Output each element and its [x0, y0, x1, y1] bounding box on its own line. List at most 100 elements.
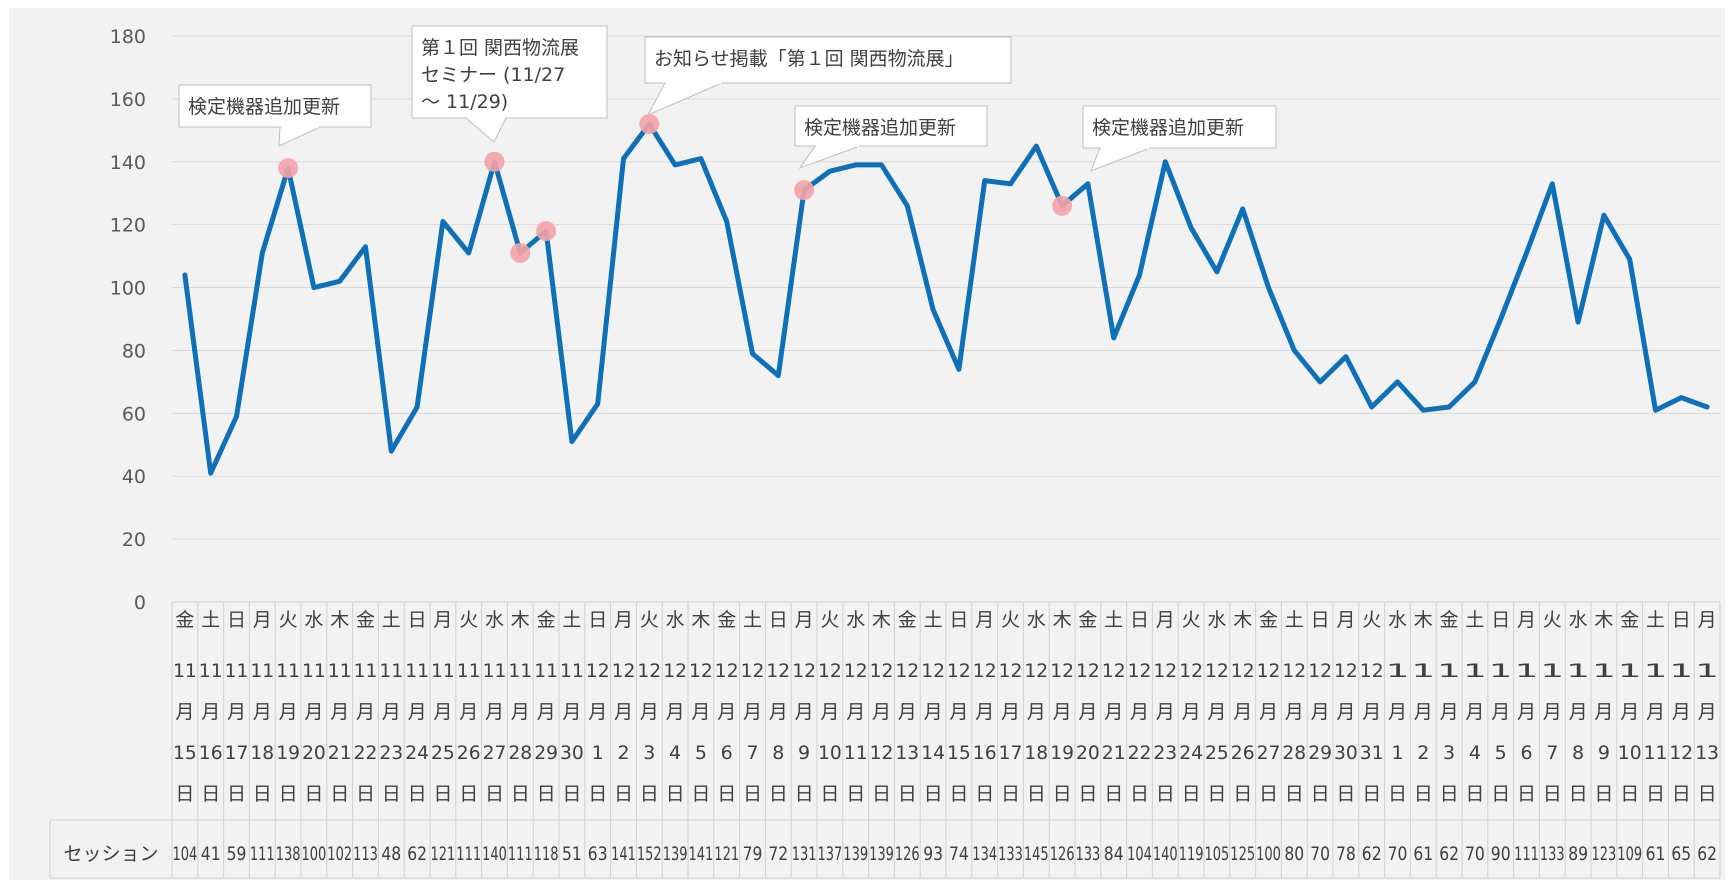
weekday-label: 火 — [279, 609, 298, 631]
day-suffix: 日 — [1646, 783, 1665, 805]
session-value: 90 — [1491, 843, 1511, 865]
day-label: 31 — [1360, 742, 1384, 764]
session-value: 139 — [869, 843, 894, 865]
day-suffix: 日 — [846, 783, 865, 805]
day-label: 16 — [973, 742, 997, 764]
callout-text: ～ 11/29) — [421, 91, 508, 113]
session-value: 105 — [1205, 843, 1230, 865]
day-label: 7 — [746, 742, 758, 764]
weekday-label: 月 — [1698, 609, 1717, 631]
day-label: 13 — [895, 742, 919, 764]
month-label: 12 — [999, 660, 1023, 682]
session-value: 102 — [327, 843, 352, 865]
session-value: 140 — [482, 843, 507, 865]
session-value: 118 — [534, 843, 559, 865]
month-suffix: 月 — [562, 701, 581, 723]
y-tick-label: 100 — [110, 278, 146, 300]
session-value: 152 — [637, 843, 662, 865]
day-label: 18 — [1024, 742, 1048, 764]
day-suffix: 日 — [1311, 783, 1330, 805]
session-value: 133 — [1540, 843, 1565, 865]
session-value: 51 — [562, 843, 582, 865]
month-label: 1 — [1386, 660, 1410, 682]
session-value: 133 — [1076, 843, 1101, 865]
month-suffix: 月 — [201, 701, 220, 723]
month-label: 11 — [534, 660, 558, 682]
day-label: 7 — [1546, 742, 1558, 764]
month-label: 12 — [947, 660, 971, 682]
day-suffix: 日 — [485, 783, 504, 805]
weekday-label: 月 — [1517, 609, 1536, 631]
month-label: 11 — [250, 660, 274, 682]
day-label: 22 — [354, 742, 378, 764]
month-suffix: 月 — [1620, 701, 1639, 723]
day-label: 10 — [1618, 742, 1642, 764]
session-value: 141 — [611, 843, 636, 865]
month-label: 12 — [1257, 660, 1281, 682]
day-suffix: 日 — [1053, 783, 1072, 805]
session-value: 65 — [1671, 843, 1691, 865]
y-tick-label: 160 — [110, 89, 146, 111]
day-suffix: 日 — [666, 783, 685, 805]
day-suffix: 日 — [1491, 783, 1510, 805]
session-value: 137 — [818, 843, 843, 865]
month-suffix: 月 — [1388, 701, 1407, 723]
weekday-label: 金 — [1259, 609, 1278, 631]
day-suffix: 日 — [588, 783, 607, 805]
session-line — [182, 121, 1710, 476]
session-value: 84 — [1104, 843, 1124, 865]
day-label: 25 — [1205, 742, 1229, 764]
day-suffix: 日 — [1517, 783, 1536, 805]
day-label: 9 — [798, 742, 810, 764]
weekday-label: 土 — [201, 609, 220, 631]
session-value: 119 — [1179, 843, 1204, 865]
month-suffix: 月 — [175, 701, 194, 723]
session-value: 140 — [1153, 843, 1178, 865]
month-label: 12 — [921, 660, 945, 682]
month-suffix: 月 — [279, 701, 298, 723]
session-value: 89 — [1568, 843, 1588, 865]
highlight-point — [794, 180, 815, 201]
day-suffix: 日 — [743, 783, 762, 805]
day-label: 6 — [721, 742, 733, 764]
month-suffix: 月 — [1569, 701, 1588, 723]
month-suffix: 月 — [1207, 701, 1226, 723]
day-suffix: 日 — [872, 783, 891, 805]
session-value: 138 — [276, 843, 301, 865]
weekday-label: 土 — [924, 609, 943, 631]
month-suffix: 月 — [537, 701, 556, 723]
day-label: 2 — [1417, 742, 1429, 764]
month-suffix: 月 — [356, 701, 375, 723]
weekday-label: 月 — [1336, 609, 1355, 631]
month-suffix: 月 — [743, 701, 762, 723]
y-tick-label: 20 — [122, 529, 146, 551]
month-suffix: 月 — [666, 701, 685, 723]
day-label: 4 — [669, 742, 681, 764]
day-suffix: 日 — [949, 783, 968, 805]
month-label: 11 — [457, 660, 481, 682]
month-label: 1 — [1644, 660, 1668, 682]
month-label: 12 — [663, 660, 687, 682]
day-label: 18 — [250, 742, 274, 764]
weekday-label: 月 — [433, 609, 452, 631]
day-suffix: 日 — [227, 783, 246, 805]
month-suffix: 月 — [1362, 701, 1381, 723]
day-label: 28 — [1282, 742, 1306, 764]
day-label: 29 — [534, 742, 558, 764]
weekday-label: 土 — [1285, 609, 1304, 631]
day-suffix: 日 — [1156, 783, 1175, 805]
month-label: 11 — [173, 660, 197, 682]
weekday-label: 月 — [975, 609, 994, 631]
day-label: 22 — [1128, 742, 1152, 764]
series-label: セッション — [63, 843, 158, 865]
day-label: 8 — [1572, 742, 1584, 764]
session-value: 145 — [1024, 843, 1049, 865]
month-suffix: 月 — [1646, 701, 1665, 723]
highlight-markers — [278, 114, 1073, 263]
highlight-point — [278, 158, 299, 179]
day-label: 4 — [1469, 742, 1481, 764]
highlight-point — [510, 242, 531, 263]
callout-text: 検定機器追加更新 — [804, 117, 956, 139]
session-value: 126 — [895, 843, 920, 865]
